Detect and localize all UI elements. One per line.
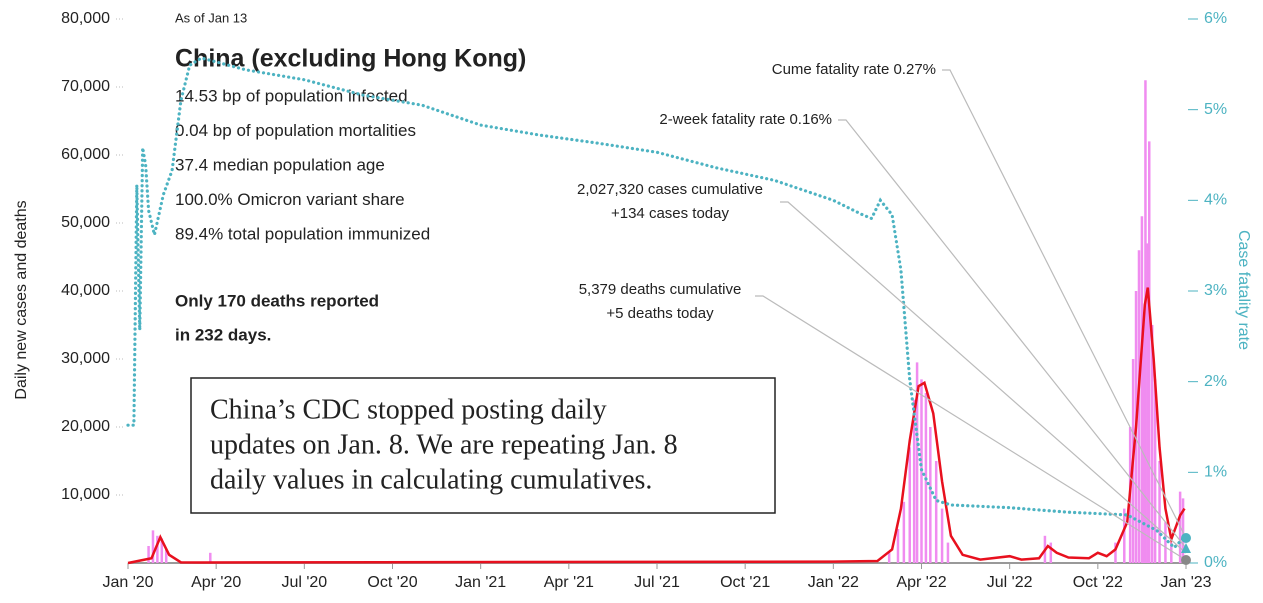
stat-line: 37.4 median population age	[175, 155, 385, 174]
annotation: 2-week fatality rate 0.16%	[659, 111, 832, 128]
subtitle: As of Jan 13	[175, 10, 247, 25]
end-marker	[1181, 555, 1191, 565]
y-tick-label: 80,000	[61, 10, 110, 27]
leader-line	[755, 295, 1187, 561]
annotation: +5 deaths today	[606, 305, 714, 322]
x-tick-label: Oct '21	[720, 574, 770, 591]
y-tick-label: 40,000	[61, 282, 110, 299]
x-tick-label: Jul '21	[634, 574, 680, 591]
y2-tick-label: 1%	[1204, 464, 1227, 481]
y-tick-label: 70,000	[61, 78, 110, 95]
y-tick-label: 30,000	[61, 350, 110, 367]
x-tick-label: Jul '22	[987, 574, 1033, 591]
y2-tick-label: 3%	[1204, 282, 1227, 299]
annotation: 2,027,320 cases cumulative	[577, 181, 763, 198]
box-line: updates on Jan. 8. We are repeating Jan.…	[210, 429, 678, 460]
annotation: Cume fatality rate 0.27%	[772, 61, 936, 78]
leader-line	[780, 201, 1187, 554]
leader-line	[838, 119, 1187, 549]
annotation: 5,379 deaths cumulative	[579, 281, 742, 298]
x-tick-label: Jan '22	[808, 574, 859, 591]
y-tick-label: 60,000	[61, 146, 110, 163]
chart-title: China (excluding Hong Kong)	[175, 45, 526, 73]
box-line: daily values in calculating cumulatives.	[210, 464, 652, 495]
x-tick-label: Jan '23	[1160, 574, 1211, 591]
end-marker	[1181, 533, 1191, 543]
x-tick-label: Jan '21	[455, 574, 506, 591]
y2-axis-label: Case fatality rate	[1235, 230, 1252, 350]
leader-line	[942, 69, 1187, 539]
x-tick-label: Oct '22	[1073, 574, 1123, 591]
note-line: in 232 days.	[175, 325, 271, 344]
annotation: +134 cases today	[611, 205, 730, 222]
stat-line: 100.0% Omicron variant share	[175, 190, 405, 209]
x-tick-label: Jul '20	[281, 574, 327, 591]
y-axis-label: Daily new cases and deaths	[13, 200, 30, 399]
note-box	[190, 377, 776, 514]
x-tick-label: Oct '20	[367, 574, 417, 591]
y2-tick-label: 5%	[1204, 101, 1227, 118]
x-tick-label: Jan '20	[102, 574, 153, 591]
y2-tick-label: 0%	[1204, 554, 1227, 571]
note-line: Only 170 deaths reported	[175, 291, 379, 310]
end-marker	[1181, 543, 1191, 553]
stat-line: 0.04 bp of population mortalities	[175, 121, 416, 140]
y2-tick-label: 4%	[1204, 192, 1227, 209]
y-tick-label: 50,000	[61, 214, 110, 231]
y-tick-label: 10,000	[61, 486, 110, 503]
box-line: China’s CDC stopped posting daily	[210, 394, 607, 425]
x-tick-label: Apr '21	[544, 574, 594, 591]
average-line	[127, 287, 1186, 565]
x-tick-label: Apr '20	[191, 574, 241, 591]
y-tick-label: 20,000	[61, 418, 110, 435]
y2-tick-label: 6%	[1204, 10, 1227, 27]
fatality-line	[126, 56, 1185, 550]
y2-tick-label: 2%	[1204, 373, 1227, 390]
stat-line: 89.4% total population immunized	[175, 224, 430, 243]
x-tick-label: Apr '22	[896, 574, 946, 591]
